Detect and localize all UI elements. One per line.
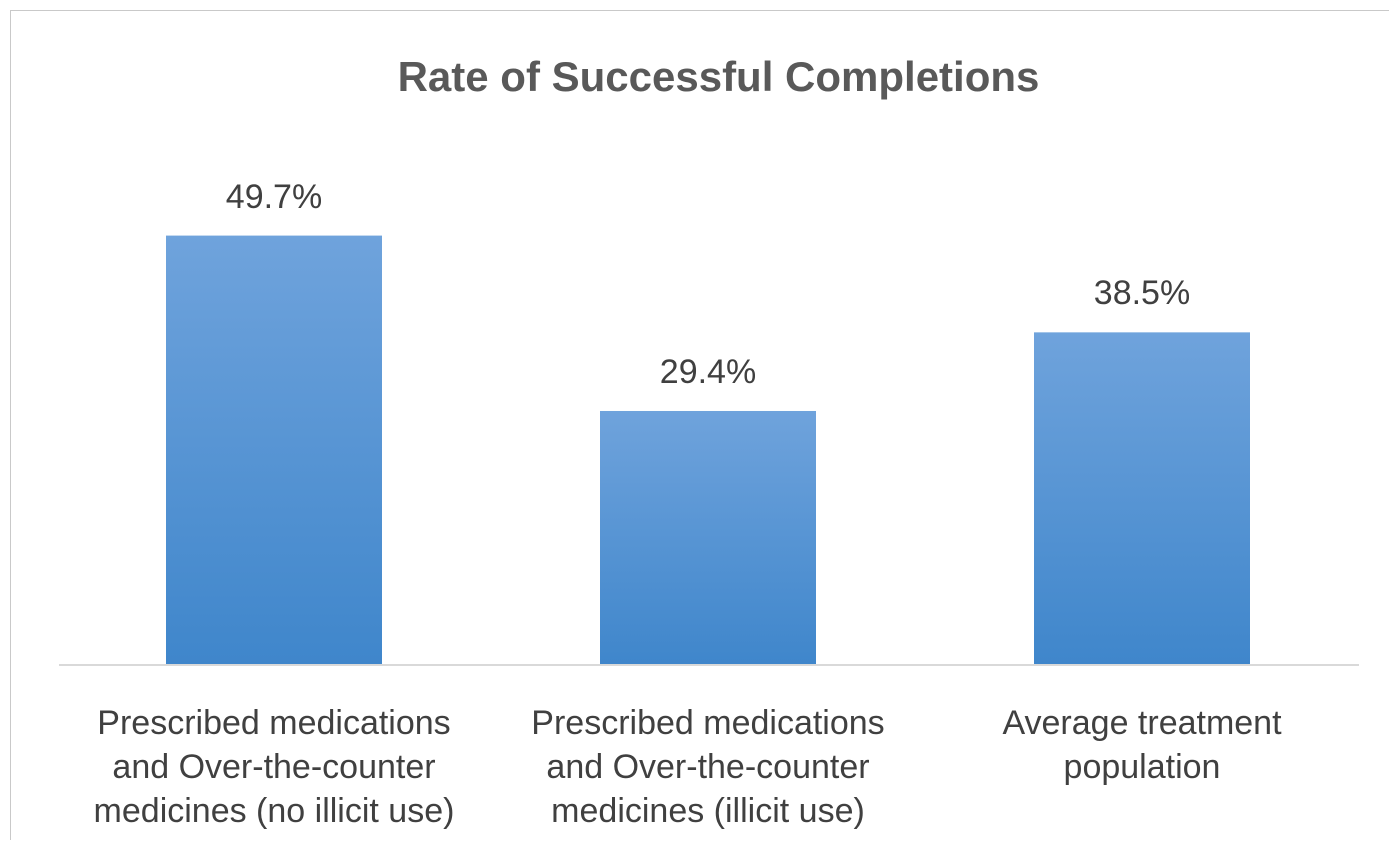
x-tick-label-2: Prescribed medications and Over-the-coun… [531,704,885,830]
data-label-2: 29.4% [659,352,757,391]
bar-2 [600,410,816,665]
bar-3 [1034,332,1250,665]
data-label-3: 38.5% [1093,274,1191,313]
chart-frame: Rate of Successful Completions 49.7% Pres… [10,10,1389,840]
bar-1 [166,235,382,666]
data-label-1: 49.7% [225,177,323,216]
x-tick-label-3: Average treatment population [1002,704,1282,786]
chart-plot-area [59,235,1359,666]
chart-title: Rate of Successful Completions [397,53,1040,100]
x-tick-label-1: Prescribed medications and Over-the-coun… [93,704,455,830]
